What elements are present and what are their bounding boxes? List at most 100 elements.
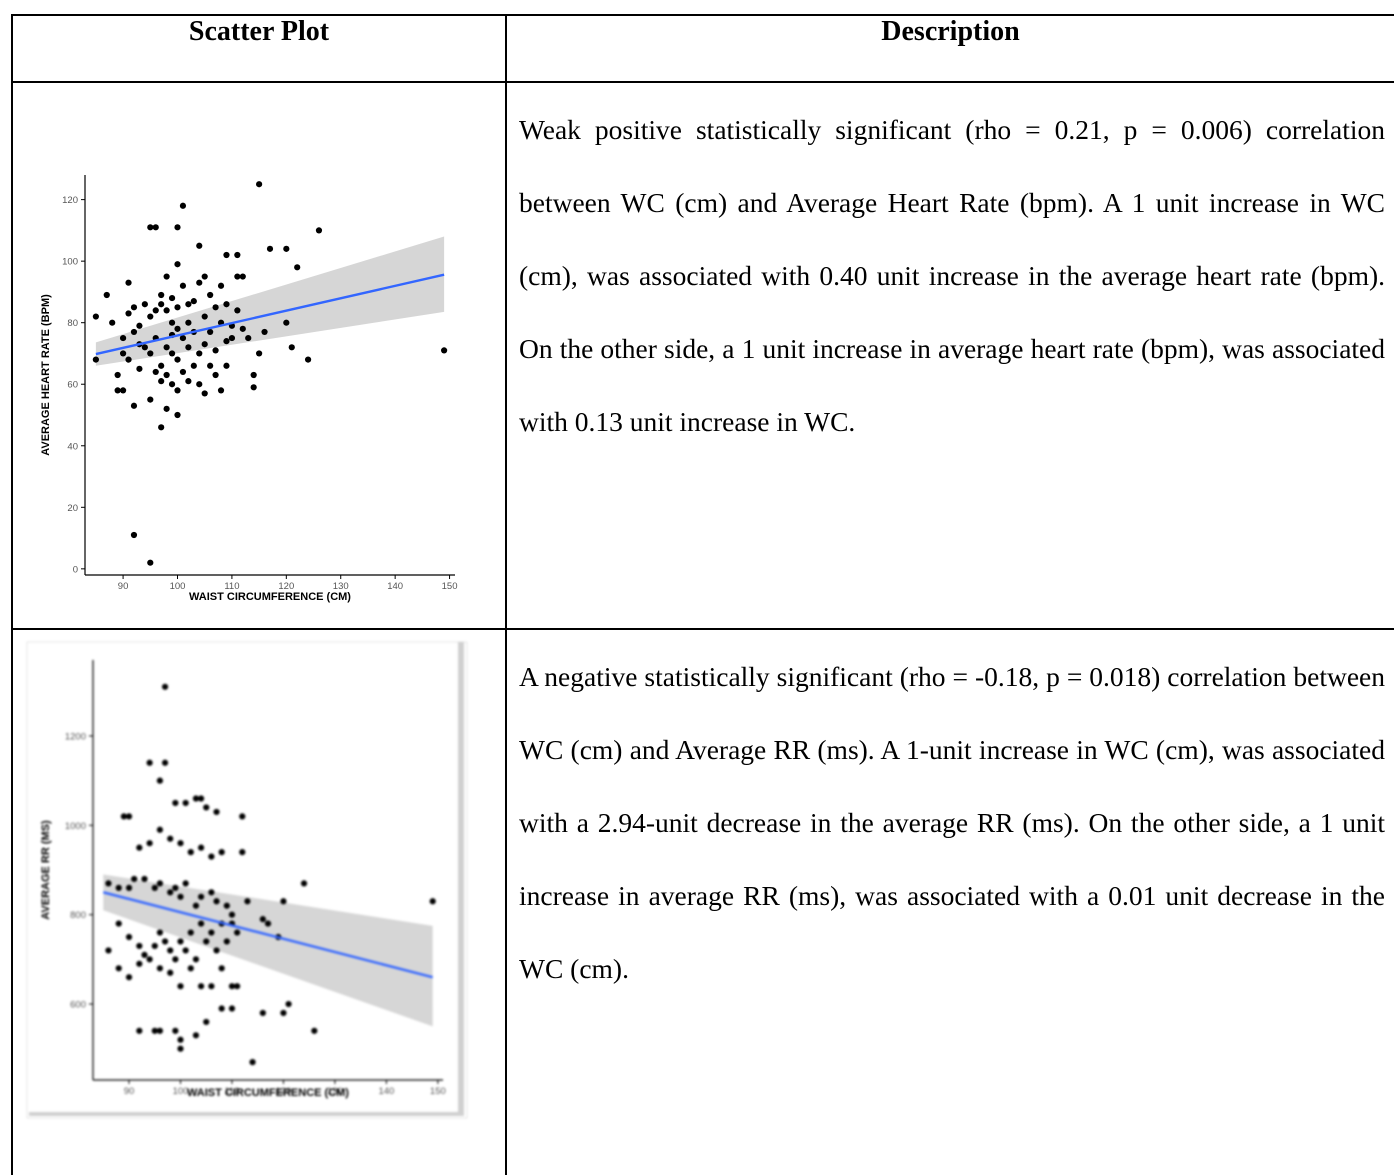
data-point [213,808,220,816]
data-point [163,405,170,412]
data-point [177,1045,184,1052]
data-point [161,683,169,690]
data-point [125,933,133,941]
data-point [156,880,164,887]
x-tick-label: 100 [173,1086,189,1097]
data-point [115,884,122,891]
data-point [125,310,132,317]
data-point [261,328,268,336]
data-point [177,840,184,847]
data-point [234,273,241,280]
data-point [217,387,225,394]
data-point [196,279,203,286]
data-point [179,368,187,376]
data-point [179,282,187,289]
data-point [119,387,127,394]
y-tick-label: 1200 [65,731,86,742]
data-point [158,424,165,431]
data-point [109,319,116,326]
data-point [156,965,164,972]
data-point [147,396,154,403]
data-point [223,301,230,308]
x-tick-label: 140 [378,1086,394,1097]
data-point [125,884,133,891]
data-point [172,1027,179,1034]
data-point [187,849,194,856]
y-tick-label: 100 [62,257,78,268]
data-point [136,365,143,372]
data-point [151,1027,158,1034]
data-point [174,356,181,363]
data-point [203,804,210,811]
data-point [147,350,154,357]
header-scatter-plot: Scatter Plot [11,14,507,83]
confidence-band [95,236,445,366]
data-point [201,390,208,397]
data-point [280,898,287,905]
data-point [185,319,192,326]
data-point [125,279,132,286]
data-point [179,334,187,342]
data-point [187,965,194,972]
data-point [228,911,236,918]
data-point [161,938,169,945]
data-point [163,344,170,351]
data-point [136,844,143,851]
data-point [249,1059,256,1066]
data-point [182,880,189,887]
data-point [259,916,266,923]
data-point [130,328,138,336]
data-point [283,245,290,252]
description-text: A negative statistically significant (rh… [519,661,1385,984]
data-point [120,813,127,820]
data-point [156,1027,164,1034]
data-point [213,947,220,954]
data-point [212,304,219,311]
data-point [234,251,241,259]
data-point [161,759,169,766]
data-point [185,344,192,351]
x-tick-label: 90 [124,1086,135,1097]
data-point [147,559,154,566]
chart-plot-area: 90 100 110 120 130 140 150020406080100120WAIST… [40,175,457,603]
data-point [283,319,290,326]
data-point [203,1018,210,1026]
data-point [177,983,184,990]
x-tick-label: 150 [430,1086,446,1097]
data-point [207,362,214,369]
data-point [217,282,225,289]
data-point [130,402,138,409]
x-tick-label: 110 [224,1086,239,1097]
x-tick-label: 130 [327,1086,343,1097]
data-point [280,1009,287,1017]
data-point [174,325,181,332]
data-point [158,301,165,308]
data-point [207,328,214,336]
chart-plot-area: 90 100 110 120 130 140 150 600 800 1000 1200 WAIST … [26,641,468,1119]
data-point [239,325,246,332]
data-point [147,313,154,320]
data-point [223,338,230,345]
data-table: Scatter Plot Description 90 100 110 120 130 1… [11,14,1394,1175]
data-point [203,938,210,945]
data-point [218,965,225,972]
data-point [136,960,143,967]
data-point [119,334,127,342]
data-point [197,893,205,900]
data-point [146,956,153,963]
data-point [197,983,205,990]
plot-cell: 90 100 110 120 130 140 150 600 800 1000 1200 WAIST … [11,628,507,1175]
data-point [197,920,205,927]
data-point [163,307,170,314]
data-point [92,313,99,320]
data-point [146,840,153,847]
data-point [285,1000,292,1008]
data-point [130,304,138,311]
data-point [429,898,436,905]
x-tick-label: 120 [276,1086,292,1097]
table-row: 90 100 110 120 130 140 150 600 800 1000 1200 WAIST … [11,628,1394,1175]
data-point [141,875,148,883]
data-point [245,334,252,342]
data-point [179,202,187,209]
x-tick-label: 150 [442,581,458,592]
